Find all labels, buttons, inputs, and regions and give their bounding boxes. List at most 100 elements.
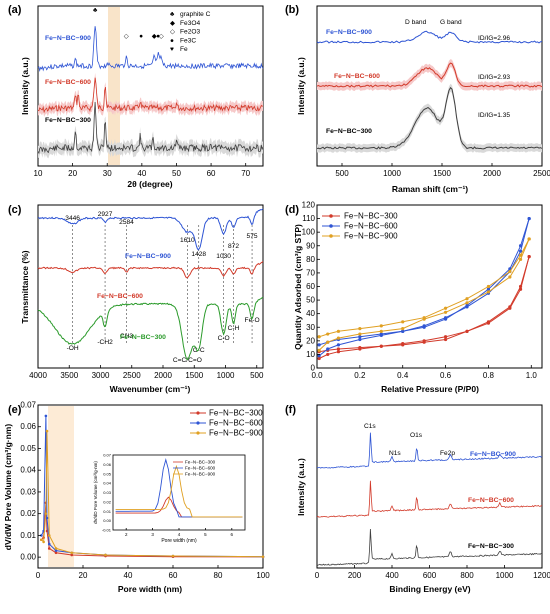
- panel-d-point: [358, 335, 362, 339]
- panel-d-ytick-label: 10: [306, 350, 315, 359]
- panel-d-adsorption-line: [318, 238, 530, 351]
- panel-a-xtick-label: 30: [103, 169, 112, 178]
- panel-a-legend-symbol: ♣: [170, 11, 175, 18]
- panel-a-xtick-label: 20: [68, 169, 77, 178]
- panel-c-peak-guides: [72, 225, 253, 345]
- panel-d-legend-marker: [329, 214, 333, 218]
- panel-c-xlabel: Wavenumber (cm⁻¹): [110, 384, 191, 394]
- panel-c-series-600: Fe−N−BC−600: [97, 293, 143, 300]
- panel-e-ylabel: dV/dW Pore Volume (cm³/g·nm): [3, 424, 13, 551]
- panel-e-ytick-label: 0.06: [20, 422, 36, 431]
- panel-d-point: [317, 354, 321, 358]
- panel-d-point: [358, 327, 362, 331]
- panel-e-point: [44, 512, 48, 515]
- panel-e-point: [54, 551, 58, 555]
- panel-d-point: [443, 306, 448, 310]
- panel-c-peak-label: 1610: [180, 237, 195, 244]
- panel-e-point: [54, 547, 58, 550]
- panel-c-label: (c): [8, 204, 22, 216]
- panel-a-legend: ♣ graphite C ◆ Fe3O4 ◇ Fe2O3 ● Fe3C ♥ Fe: [170, 11, 211, 53]
- panel-d-point: [379, 324, 383, 328]
- panel-b-xtick-label: 1000: [383, 169, 401, 178]
- panel-d-point: [401, 343, 405, 347]
- panel-a-frame: [37, 5, 264, 167]
- panel-e-legend-label: Fe−N−BC−300: [209, 409, 263, 418]
- panel-c-series-300: Fe−N−BC−300: [120, 334, 166, 341]
- panel-b-line-600: [316, 62, 543, 88]
- panel-d-xtick-label: 0.4: [397, 371, 409, 380]
- panel-d-point: [358, 332, 362, 336]
- panel-b-xlabel: Raman shift (cm⁻¹): [392, 184, 468, 194]
- panel-c-ylabel: Transmittance (%): [20, 250, 30, 323]
- panel-e-line: [41, 431, 264, 558]
- panel-e-inset-ytick-label: 0.06: [103, 462, 112, 467]
- panel-e-inset-ytick-label: 0.05: [103, 471, 112, 476]
- panel-c-series-900: Fe−N−BC−900: [125, 253, 171, 260]
- panel-b-line-300: [316, 86, 543, 150]
- panel-b-xtick-label: 2000: [483, 169, 501, 178]
- panel-d-point: [518, 257, 523, 261]
- panel-e-inset-legend-label: Fe−N−BC−600: [185, 466, 216, 471]
- panel-d-point: [326, 347, 330, 351]
- panel-c-peak-labels: 3446 2927 2584 1610 1428 1030 872 575: [65, 211, 258, 260]
- panel-b-ylabel: Intensity (a.u.): [296, 57, 306, 115]
- panel-f-n1s-label: N1s: [389, 450, 401, 457]
- panel-e-inset-xlabel: Pore width (nm): [161, 538, 197, 544]
- panel-c-group-label: -CH2: [97, 339, 113, 346]
- panel-d-point: [326, 332, 330, 336]
- panel-e-label: (e): [8, 404, 22, 416]
- panel-d-point: [443, 317, 448, 321]
- panel-f-series-900: Fe−N−BC−900: [470, 451, 516, 458]
- panel-f-xtick-label: 200: [348, 571, 362, 580]
- panel-e-inset-ylabel: dV/dD Pore Volume (cm³/g·nm): [93, 461, 98, 524]
- panel-e-point: [40, 534, 43, 537]
- panel-a-xlabel: 2θ (degree): [127, 179, 172, 189]
- panel-d-point: [443, 335, 448, 339]
- panel-e-ytick-label: 0.05: [20, 444, 36, 453]
- panel-e-highlight: [48, 406, 74, 567]
- panel-d-point: [379, 344, 383, 348]
- panel-c-xtick-label: 3500: [60, 371, 78, 380]
- panel-e-point: [45, 429, 49, 433]
- panel-e-point: [54, 549, 58, 552]
- panel-d-point: [336, 350, 341, 354]
- panel-e-inset-xtick-label: 4: [178, 532, 181, 537]
- panel-d-xtick-label: 0.2: [354, 371, 366, 380]
- panel-c-group-label: C-O: [218, 335, 230, 342]
- panel-a-legend-symbol: ◇: [170, 29, 176, 36]
- panel-f-c1s-label: C1s: [364, 423, 376, 430]
- panel-a-peak-marker: ◆: [152, 33, 158, 40]
- panel-d-legend-label: Fe−N−BC−900: [344, 232, 398, 241]
- panel-e-inset-ytick-label: -0.01: [102, 528, 112, 533]
- panel-d-legend-marker: [329, 234, 333, 238]
- panel-b-xtick-label: 500: [335, 169, 349, 178]
- panel-d-point: [486, 290, 491, 294]
- panel-c-xtick-label: 3000: [92, 371, 110, 380]
- panel-e-ticks: 0 20 40 60 80 100 0.00 0.01 0.02 0.03 0.04 0.05 0.06…: [20, 401, 270, 581]
- panel-d-point: [336, 336, 341, 340]
- panel-e-xtick-label: 80: [214, 571, 223, 580]
- panel-d-point: [336, 347, 341, 351]
- panel-d-point: [317, 335, 321, 339]
- panel-d-ytick-label: 70: [306, 268, 315, 277]
- panel-f-xtick-label: 400: [385, 571, 399, 580]
- panel-b-series-300: Fe−N−BC−300: [326, 128, 372, 135]
- panel-a-peak-marker: ◇: [124, 33, 130, 40]
- panel-d-legend-label: Fe−N−BC−600: [344, 222, 398, 231]
- panel-d-xtick-label: 0.6: [440, 371, 452, 380]
- panel-f-o1s-label: O1s: [410, 432, 423, 439]
- panel-c-frame: [37, 204, 264, 369]
- panel-e-point: [40, 538, 43, 542]
- panel-a: (a) ♣ graphite C ◆ Fe3O4 ◇ Fe2O3 ● Fe3C ♥ Fe Fe−N…: [8, 4, 264, 189]
- panel-d-ytick-label: 30: [306, 323, 315, 332]
- panel-c-peak-label: 2927: [98, 211, 113, 218]
- panel-b: (b) D band G band Fe−N−BC−900 ID/IG=2.96…: [285, 4, 550, 194]
- panel-d-point: [518, 244, 523, 248]
- panel-f-ylabel: Intensity (a.u.): [296, 458, 306, 516]
- panel-b-xtick-label: 2500: [533, 169, 550, 178]
- panel-c-xticks: 4000 3500 3000 2500 2000 1500 1000 500: [29, 365, 264, 380]
- panel-e-frame: [37, 404, 264, 569]
- panel-d-ylabel: Quantity Adsorbed (cm³/g STP): [293, 224, 303, 350]
- panel-e-legend-marker: [196, 421, 200, 425]
